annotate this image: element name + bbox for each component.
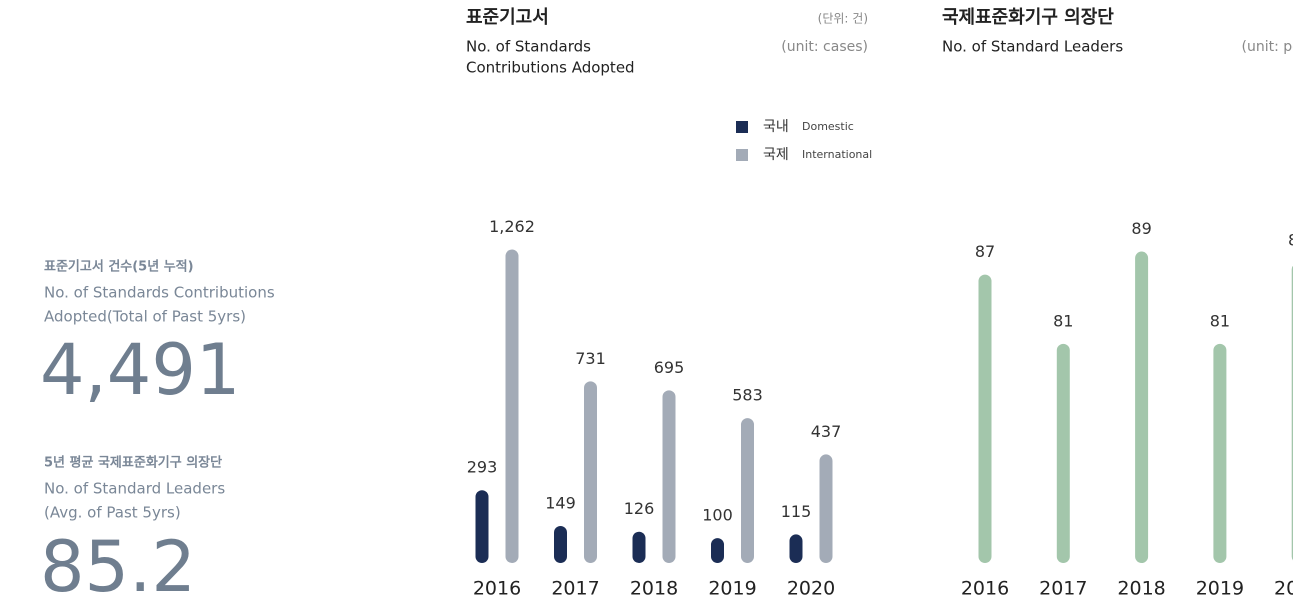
- chart-subtitle: No. of Standard Leaders: [942, 38, 1123, 56]
- value-label: 87: [975, 242, 995, 261]
- legend-label-en: International: [802, 148, 872, 161]
- value-label: 695: [654, 358, 685, 377]
- bar: [476, 490, 489, 563]
- x-tick-label: 2017: [551, 578, 599, 600]
- stat-label-en: No. of Standard Leaders: [44, 480, 225, 498]
- x-tick-label: 2020: [787, 578, 835, 600]
- x-tick-label: 2019: [708, 578, 756, 600]
- value-label: 583: [732, 386, 763, 405]
- bar: [1135, 252, 1148, 563]
- x-tick-label: 2018: [1117, 578, 1165, 600]
- value-label: 88: [1288, 231, 1293, 250]
- x-tick-label: 2016: [473, 578, 521, 600]
- chart-title: 표준기고서: [466, 7, 549, 28]
- value-label: 100: [702, 506, 733, 525]
- unit-label: (unit: cases): [781, 39, 868, 55]
- bar: [741, 418, 754, 563]
- stat-label: 표준기고서 건수(5년 누적): [44, 259, 194, 275]
- value-label: 89: [1131, 219, 1151, 238]
- unit-label: (unit: persons): [1242, 39, 1293, 55]
- bar: [711, 538, 724, 563]
- x-tick-label: 2018: [630, 578, 678, 600]
- bar: [663, 390, 676, 563]
- chart-subtitle: Contributions Adopted: [466, 59, 635, 77]
- stat-label-en: Adopted(Total of Past 5yrs): [44, 308, 246, 326]
- value-label: 731: [575, 349, 606, 368]
- legend-swatch: [736, 121, 748, 133]
- bar: [584, 381, 597, 563]
- legend-label: 국제: [763, 147, 789, 163]
- bar: [554, 526, 567, 563]
- stat-value: 4,491: [40, 329, 240, 411]
- bar: [820, 454, 833, 563]
- chart-subtitle: No. of Standards: [466, 38, 591, 56]
- value-label: 115: [781, 502, 812, 521]
- value-label: 293: [467, 458, 498, 477]
- chart-title: 국제표준화기구 의장단: [942, 7, 1114, 28]
- bar: [633, 532, 646, 563]
- bar: [506, 249, 519, 563]
- bar: [1213, 344, 1226, 563]
- stat-label: 5년 평균 국제표준화기구 의장단: [44, 455, 222, 471]
- unit-label: (단위: 건): [818, 12, 868, 26]
- value-label: 437: [811, 422, 842, 441]
- stat-label-en: (Avg. of Past 5yrs): [44, 504, 181, 522]
- legend-label: 국내: [763, 119, 789, 135]
- x-tick-label: 2016: [961, 578, 1009, 600]
- stat-value: 85.2: [40, 526, 196, 606]
- value-label: 149: [545, 493, 576, 512]
- legend-label-en: Domestic: [802, 120, 854, 133]
- x-tick-label: 2019: [1196, 578, 1244, 600]
- stat-label-en: No. of Standards Contributions: [44, 284, 275, 302]
- value-label: 81: [1210, 311, 1230, 330]
- x-tick-label: 2017: [1039, 578, 1087, 600]
- bar: [1057, 344, 1070, 563]
- bar: [790, 534, 803, 563]
- value-label: 126: [624, 499, 655, 518]
- legend-swatch: [736, 149, 748, 161]
- x-tick-label: 2020: [1274, 578, 1293, 600]
- value-label: 81: [1053, 311, 1073, 330]
- value-label: 1,262: [489, 217, 535, 236]
- bar: [979, 275, 992, 563]
